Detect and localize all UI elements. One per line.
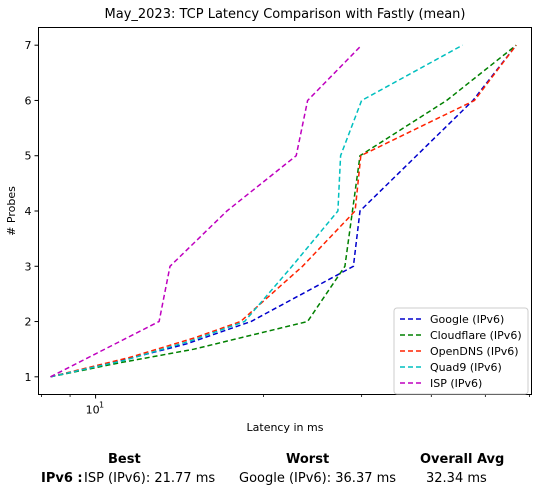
series-line-2 — [50, 44, 517, 378]
legend-label-0: Google (IPv6) — [430, 313, 504, 326]
y-tick-label-4: 5 — [25, 150, 32, 163]
series-line-1 — [50, 44, 517, 378]
latency-chart: May_2023: TCP Latency Comparison with Fa… — [5, 7, 532, 434]
x-axis-label: Latency in ms — [247, 421, 324, 434]
x-axis-ticks: 10 1 — [41, 394, 530, 417]
legend-label-1: Cloudflare (IPv6) — [430, 329, 522, 342]
summary-header-best: Best — [108, 452, 141, 467]
series-line-0 — [50, 44, 517, 378]
y-tick-label-6: 7 — [25, 39, 32, 52]
x-tick-exponent-0: 1 — [99, 401, 104, 410]
legend-label-2: OpenDNS (IPv6) — [430, 345, 519, 358]
summary-row-label: IPv6 : — [41, 471, 83, 486]
plot-series-group — [50, 44, 517, 378]
series-line-3 — [50, 44, 463, 378]
y-tick-label-0: 1 — [25, 371, 32, 384]
x-tick-label-0: 10 — [86, 404, 100, 417]
y-tick-label-3: 4 — [25, 205, 32, 218]
chart-legend: Google (IPv6) Cloudflare (IPv6) OpenDNS (I… — [393, 307, 529, 395]
summary-table: Best Worst Overall Avg IPv6 : ISP (IPv6)… — [0, 446, 541, 496]
legend-label-3: Quad9 (IPv6) — [430, 361, 502, 374]
legend-box — [393, 307, 529, 395]
summary-best-value: ISP (IPv6): 21.77 ms — [84, 471, 216, 486]
summary-header-worst: Worst — [286, 452, 330, 467]
y-tick-label-2: 3 — [25, 260, 32, 273]
summary-worst-value: Google (IPv6): 36.37 ms — [239, 471, 397, 486]
y-tick-label-1: 2 — [25, 316, 32, 329]
chart-title: May_2023: TCP Latency Comparison with Fa… — [105, 7, 466, 22]
y-axis-label: # Probes — [5, 186, 18, 236]
series-line-4 — [50, 44, 363, 378]
y-tick-label-5: 6 — [25, 94, 32, 107]
summary-avg-value: 32.34 ms — [426, 471, 487, 486]
legend-label-4: ISP (IPv6) — [430, 377, 482, 390]
summary-header-avg: Overall Avg — [420, 452, 505, 467]
y-axis-ticks: 1 2 3 4 5 6 7 — [25, 39, 39, 384]
